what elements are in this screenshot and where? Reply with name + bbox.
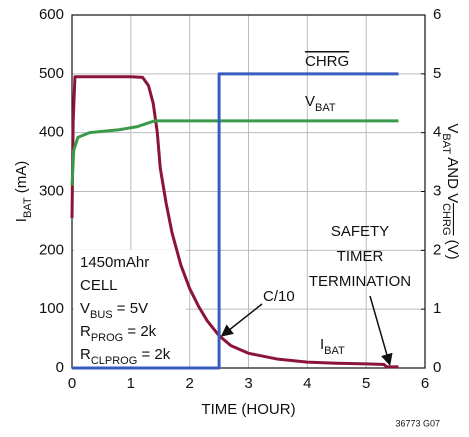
text-part: 1450mAhr: [80, 254, 149, 271]
x-tick-label: 1: [127, 375, 135, 392]
series-line: [70, 119, 399, 186]
text-part: I: [320, 336, 324, 353]
series-line: [70, 75, 399, 369]
text-part: BAT: [315, 102, 336, 114]
figure-code: 36773 G07: [395, 418, 440, 428]
text-part: I: [13, 218, 30, 222]
text-part: AND V: [444, 154, 461, 203]
series-line: [72, 72, 399, 370]
x-tick-label: 3: [244, 375, 252, 392]
text-part: = 2k: [137, 346, 170, 363]
y2-tick-label: 6: [433, 6, 441, 23]
text-part: R: [80, 346, 91, 363]
x-tick-label: 5: [362, 375, 370, 392]
annotation: 1450mAhr: [80, 254, 149, 271]
y-axis-label: IBAT (mA): [13, 161, 34, 222]
text-part: = 5V: [113, 300, 148, 317]
text-part: = 2k: [123, 323, 156, 340]
y2-tick-label: 3: [433, 182, 441, 199]
x-tick-label: 4: [303, 375, 311, 392]
y-tick-label: 300: [39, 182, 64, 199]
text-part: (mA): [13, 161, 30, 198]
text-part: PROG: [91, 332, 123, 344]
series-label: CHRG: [305, 53, 349, 70]
text-part: CHRG: [440, 203, 452, 235]
text-part: V: [444, 123, 461, 133]
y2-tick-label: 0: [433, 359, 441, 376]
annotation-arrow: [220, 303, 263, 337]
annotation-bg: [74, 250, 186, 366]
annotation-arrow: [369, 295, 393, 366]
x-axis-label: TIME (HOUR): [201, 401, 295, 418]
text-part: V: [305, 93, 315, 110]
x-tick-label: 2: [185, 375, 193, 392]
y2-axis-label: VBAT AND VCHRG (V): [440, 123, 461, 259]
y2-tick-label: 4: [433, 124, 441, 141]
text-part: BAT: [440, 133, 452, 154]
text-part: BAT: [324, 345, 345, 357]
text-part: V: [80, 300, 90, 317]
series-label: VBAT: [305, 93, 336, 114]
annotation: RPROG = 2k: [80, 323, 157, 344]
y2-tick-label: 2: [433, 241, 441, 258]
annotation: CELL: [80, 277, 118, 294]
text-part: CLPROG: [91, 355, 137, 367]
annotation: TIMER: [337, 248, 384, 265]
annotation: SAFETY: [331, 223, 389, 240]
annotation: RCLPROG = 2k: [80, 346, 171, 367]
text-part: R: [80, 323, 91, 340]
y-tick-label: 100: [39, 300, 64, 317]
annotation: VBUS = 5V: [80, 300, 148, 321]
y-tick-label: 0: [56, 359, 64, 376]
text-part: CELL: [80, 277, 118, 294]
y-tick-label: 200: [39, 241, 64, 258]
x-tick-label: 0: [68, 375, 76, 392]
y2-tick-label: 5: [433, 65, 441, 82]
series-label: IBAT: [320, 336, 345, 357]
y-tick-label: 600: [39, 6, 64, 23]
text-part: (V): [444, 236, 461, 260]
annotation: C/10: [263, 288, 295, 305]
text-part: CHRG: [305, 53, 349, 70]
annotation: TERMINATION: [309, 273, 411, 290]
text-part: BAT: [22, 197, 34, 218]
text-part: BUS: [90, 309, 113, 321]
text-part: TIME (HOUR): [201, 401, 295, 418]
y2-tick-label: 1: [433, 300, 441, 317]
y-tick-label: 500: [39, 65, 64, 82]
y-tick-label: 400: [39, 124, 64, 141]
x-tick-label: 6: [421, 375, 429, 392]
